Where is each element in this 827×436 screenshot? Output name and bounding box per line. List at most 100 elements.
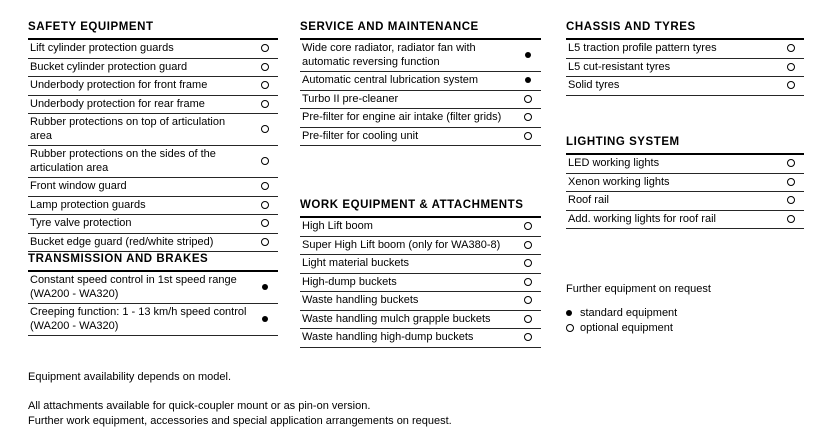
optional-marker-icon (513, 126, 541, 146)
optional-marker-icon (513, 309, 541, 329)
standard-marker-icon (513, 38, 541, 72)
optional-marker-icon (513, 254, 541, 273)
optional-marker-icon (250, 145, 278, 178)
optional-marker-icon (250, 38, 278, 58)
spec-table-body: High Lift boom Super High Lift boom (only… (300, 216, 541, 348)
table-row: Lift cylinder protection guards (28, 38, 278, 58)
section-work-equipment-attachments: WORK EQUIPMENT & ATTACHMENTS High Lift b… (300, 198, 541, 348)
table-row: Underbody protection for rear frame (28, 94, 278, 114)
optional-marker-icon (250, 177, 278, 196)
section-lighting-system: LIGHTING SYSTEM LED working lights Xenon … (566, 135, 804, 229)
row-label: High-dump buckets (300, 272, 513, 292)
optional-marker-icon (513, 108, 541, 127)
optional-marker-icon (250, 76, 278, 95)
optional-marker-icon (250, 195, 278, 215)
section-title: CHASSIS AND TYRES (566, 21, 696, 33)
row-label: Roof rail (566, 191, 776, 210)
spec-table: L5 traction profile pattern tyres L5 cut-… (566, 38, 804, 96)
further-equipment-note: Further equipment on request (566, 282, 806, 297)
table-row: Waste handling mulch grapple buckets (300, 309, 541, 329)
optional-marker-icon (776, 209, 804, 229)
optional-marker-icon (513, 328, 541, 348)
footer-spacer (28, 385, 628, 399)
table-row: Constant speed control in 1st speed rang… (28, 270, 278, 304)
table-row: Add. working lights for roof rail (566, 209, 804, 229)
spec-table: Wide core radiator, radiator fan with au… (300, 38, 541, 146)
optional-marker-icon (776, 57, 804, 77)
optional-marker-icon (566, 321, 580, 336)
optional-marker-icon (250, 214, 278, 233)
row-label: Rubber protections on the sides of the a… (28, 145, 250, 178)
table-row: L5 traction profile pattern tyres (566, 38, 804, 58)
table-row: High Lift boom (300, 216, 541, 236)
footer-note-availability: Equipment availability depends on model. (28, 371, 232, 383)
table-row: Roof rail (566, 191, 804, 210)
row-label: Automatic central lubrication system (300, 71, 513, 90)
table-row: Pre-filter for engine air intake (filter… (300, 108, 541, 127)
table-row: Bucket cylinder protection guard (28, 57, 278, 77)
row-label: Xenon working lights (566, 172, 776, 192)
row-label: Underbody protection for front frame (28, 76, 250, 95)
table-row: LED working lights (566, 153, 804, 173)
row-label: Waste handling high-dump buckets (300, 328, 513, 348)
table-row: Waste handling buckets (300, 291, 541, 310)
row-label: Pre-filter for engine air intake (filter… (300, 108, 513, 127)
optional-marker-icon (250, 57, 278, 77)
optional-marker-icon (513, 216, 541, 236)
optional-marker-icon (776, 76, 804, 96)
optional-marker-icon (776, 38, 804, 58)
table-row: Wide core radiator, radiator fan with au… (300, 38, 541, 72)
footer-note-attachments: All attachments available for quick-coup… (28, 400, 371, 412)
section-safety-equipment: SAFETY EQUIPMENT Lift cylinder protectio… (28, 20, 278, 252)
table-row: L5 cut-resistant tyres (566, 57, 804, 77)
section-title: WORK EQUIPMENT & ATTACHMENTS (300, 199, 524, 211)
spec-table: Constant speed control in 1st speed rang… (28, 270, 278, 336)
further-equipment-text: Further equipment on request (566, 283, 711, 295)
row-label: Light material buckets (300, 254, 513, 273)
table-row: Front window guard (28, 177, 278, 196)
section-title: TRANSMISSION AND BRAKES (28, 253, 209, 265)
table-row: Solid tyres (566, 76, 804, 96)
legend-item-standard: standard equipment (566, 306, 806, 321)
spec-table-body: Wide core radiator, radiator fan with au… (300, 38, 541, 146)
optional-marker-icon (776, 153, 804, 173)
section-title: SERVICE AND MAINTENANCE (300, 21, 479, 33)
row-label: Lamp protection guards (28, 195, 250, 215)
row-label: L5 cut-resistant tyres (566, 57, 776, 77)
table-row: Light material buckets (300, 254, 541, 273)
row-label: Solid tyres (566, 76, 776, 96)
standard-marker-icon (513, 71, 541, 90)
table-row: Automatic central lubrication system (300, 71, 541, 90)
standard-marker-icon (566, 306, 580, 321)
table-row: Waste handling high-dump buckets (300, 328, 541, 348)
optional-marker-icon (513, 272, 541, 292)
row-label: L5 traction profile pattern tyres (566, 38, 776, 58)
table-row: Xenon working lights (566, 172, 804, 192)
legend-label: standard equipment (580, 307, 678, 319)
spec-table: High Lift boom Super High Lift boom (only… (300, 216, 541, 348)
optional-marker-icon (776, 172, 804, 192)
row-label: Waste handling buckets (300, 291, 513, 310)
row-label: Rubber protections on top of articulatio… (28, 113, 250, 146)
table-row: Super High Lift boom (only for WA380-8) (300, 235, 541, 255)
table-row: Rubber protections on top of articulatio… (28, 113, 278, 146)
spec-table: LED working lights Xenon working lights Ro… (566, 153, 804, 229)
table-row: Pre-filter for cooling unit (300, 126, 541, 146)
spec-table-body: Lift cylinder protection guards Bucket cy… (28, 38, 278, 252)
row-label: Pre-filter for cooling unit (300, 126, 513, 146)
table-row: Rubber protections on the sides of the a… (28, 145, 278, 178)
row-label: Tyre valve protection (28, 214, 250, 233)
row-label: Bucket edge guard (red/white striped) (28, 232, 250, 252)
row-label: Bucket cylinder protection guard (28, 57, 250, 77)
row-label: Turbo II pre-cleaner (300, 89, 513, 109)
section-transmission-and-brakes: TRANSMISSION AND BRAKES Constant speed c… (28, 252, 278, 336)
legend: standard equipment optional equipment (566, 306, 806, 336)
row-label: Creeping function: 1 - 13 km/h speed con… (28, 303, 250, 336)
row-label: Waste handling mulch grapple buckets (300, 309, 513, 329)
row-label: Super High Lift boom (only for WA380-8) (300, 235, 513, 255)
spec-table-body: LED working lights Xenon working lights Ro… (566, 153, 804, 229)
section-title: SAFETY EQUIPMENT (28, 21, 154, 33)
standard-marker-icon (250, 270, 278, 304)
footer-notes: Equipment availability depends on model.… (28, 370, 628, 429)
